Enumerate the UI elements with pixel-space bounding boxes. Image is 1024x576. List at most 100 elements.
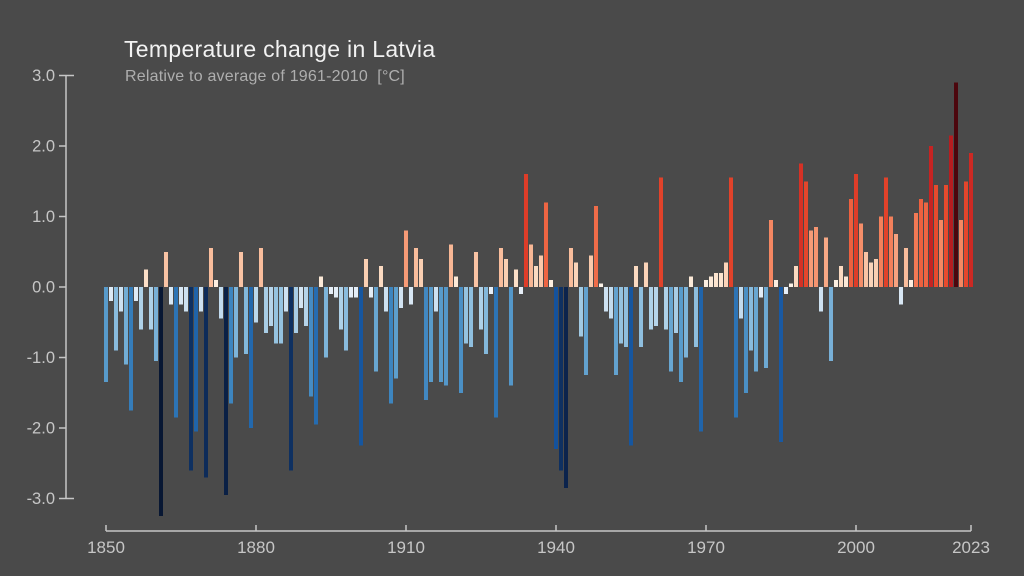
page-title: Temperature change in Latvia [124, 36, 436, 62]
bar-1862 [163, 251, 169, 287]
bar-1963 [668, 287, 674, 372]
bar-1945 [578, 287, 584, 337]
bar-1959 [648, 287, 654, 330]
bar-1999 [848, 198, 854, 288]
bar-1915 [428, 287, 434, 383]
bar-1906 [383, 287, 389, 312]
bar-1960 [653, 287, 659, 326]
bar-1865 [178, 287, 184, 305]
bar-1901 [358, 287, 364, 446]
bar-1922 [463, 287, 469, 344]
bar-1909 [398, 287, 404, 309]
bar-1998 [843, 276, 849, 287]
x-tick-label-1970: 1970 [687, 538, 725, 557]
bar-1874 [223, 287, 229, 495]
bar-1891 [308, 287, 314, 397]
bar-1876 [233, 287, 239, 358]
bar-1952 [613, 287, 619, 376]
bar-1941 [558, 287, 564, 471]
y-tick-label--1.0: -1.0 [27, 349, 55, 367]
bar-1864 [173, 287, 179, 418]
bar-1880 [253, 287, 259, 323]
bar-1974 [723, 262, 729, 287]
bar-1854 [123, 287, 129, 365]
bar-1969 [698, 287, 704, 432]
bar-2006 [883, 177, 889, 287]
bar-1856 [133, 287, 139, 302]
bar-1961 [658, 177, 664, 287]
bar-1980 [753, 287, 759, 372]
bar-1904 [373, 287, 379, 372]
bar-1989 [798, 163, 804, 288]
bar-1900 [353, 287, 359, 298]
bar-1923 [468, 287, 474, 347]
bar-1858 [143, 269, 149, 288]
bar-2022 [963, 181, 969, 287]
bar-1868 [193, 287, 199, 432]
bar-1898 [343, 287, 349, 351]
bar-1937 [538, 255, 544, 288]
bar-1986 [783, 287, 789, 295]
y-tick-label-1.0: 1.0 [32, 208, 55, 226]
bar-1851 [108, 287, 114, 302]
bar-2008 [893, 234, 899, 288]
bar-1871 [208, 248, 214, 287]
bar-2014 [923, 202, 929, 287]
bar-1993 [818, 287, 824, 312]
bar-1888 [293, 287, 299, 333]
bar-1877 [238, 251, 244, 287]
bar-1992 [813, 227, 819, 287]
bar-1863 [168, 287, 174, 305]
bar-1964 [673, 287, 679, 333]
bar-2004 [873, 258, 879, 287]
bar-2017 [938, 220, 944, 287]
bar-1971 [708, 276, 714, 287]
bar-1931 [508, 287, 514, 386]
bar-1966 [683, 287, 689, 358]
bar-2009 [898, 287, 904, 305]
bar-1936 [533, 265, 539, 287]
bar-1903 [368, 287, 374, 298]
bar-2010 [903, 248, 909, 287]
bar-1878 [243, 287, 249, 354]
bar-2007 [888, 216, 894, 287]
bar-2005 [878, 216, 884, 287]
bar-1988 [793, 265, 799, 287]
bar-1926 [483, 287, 489, 354]
bar-1944 [573, 262, 579, 287]
bar-2003 [868, 262, 874, 287]
bar-1991 [808, 230, 814, 287]
bar-2018 [943, 184, 949, 287]
bar-2020 [953, 82, 959, 287]
bar-1866 [183, 287, 189, 312]
bar-1981 [758, 287, 764, 298]
y-tick-label--2.0: -2.0 [27, 420, 55, 438]
bar-1925 [478, 287, 484, 330]
bar-1859 [148, 287, 154, 330]
bar-1861 [158, 287, 164, 517]
bar-1916 [433, 287, 439, 312]
bar-1987 [788, 283, 794, 288]
bar-1921 [458, 287, 464, 393]
y-tick-label-0.0: 0.0 [32, 279, 55, 297]
bar-2015 [928, 146, 934, 287]
bar-1930 [503, 258, 509, 287]
bar-2011 [908, 279, 914, 287]
bar-1873 [218, 287, 224, 319]
bar-1967 [688, 276, 694, 287]
bar-1883 [268, 287, 274, 326]
bar-1875 [228, 287, 234, 404]
bar-1892 [313, 287, 319, 425]
bar-1889 [298, 287, 304, 309]
bar-1929 [498, 248, 504, 287]
bar-1982 [763, 287, 769, 369]
bar-1979 [748, 287, 754, 351]
bar-1990 [803, 181, 809, 287]
bar-1970 [703, 279, 709, 287]
bar-1853 [118, 287, 124, 312]
x-tick-label-1940: 1940 [537, 538, 575, 557]
bar-1918 [443, 287, 449, 386]
bar-1907 [388, 287, 394, 404]
bar-1940 [553, 287, 559, 450]
